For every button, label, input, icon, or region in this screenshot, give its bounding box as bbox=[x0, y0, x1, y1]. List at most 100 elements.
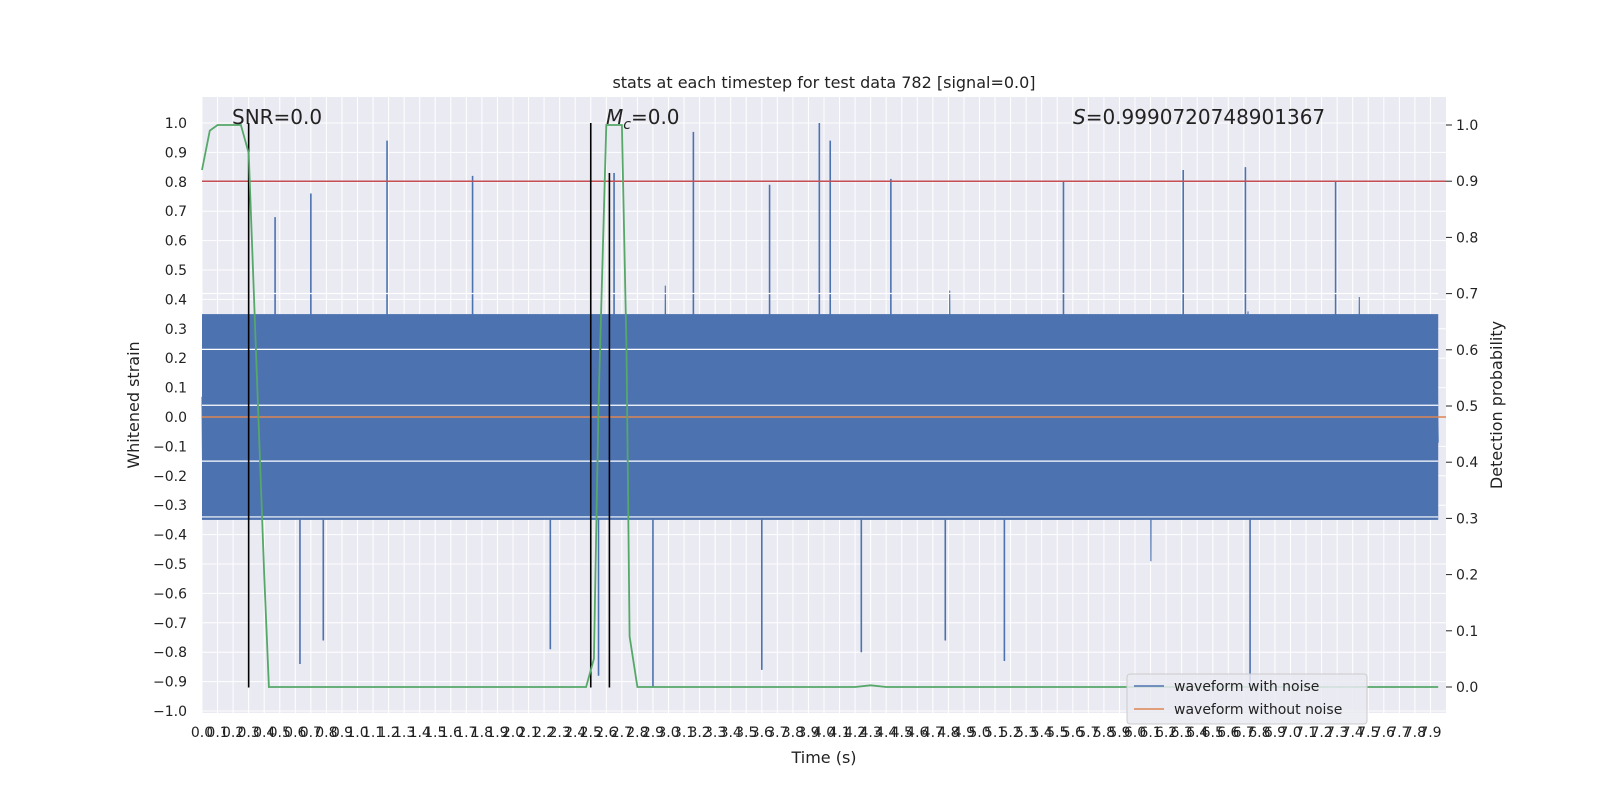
x-axis-label: Time (s) bbox=[790, 748, 856, 767]
legend-label-noise: waveform with noise bbox=[1174, 679, 1319, 695]
x-tick-label: 3.1 bbox=[673, 725, 695, 741]
x-tick-label: 7.0 bbox=[1279, 725, 1301, 741]
y-tick-label-left: −0.6 bbox=[153, 586, 187, 602]
x-tick-label: 7.3 bbox=[1326, 725, 1348, 741]
x-tick-label: 6.2 bbox=[1155, 725, 1177, 741]
x-tick-label: 1.5 bbox=[424, 725, 446, 741]
x-tick-label: 4.0 bbox=[813, 725, 835, 741]
x-tick-label: 1.0 bbox=[346, 725, 368, 741]
x-tick-label: 1.8 bbox=[471, 725, 493, 741]
x-tick-label: 1.7 bbox=[455, 725, 477, 741]
chirp-mass-value: =0.0 bbox=[631, 105, 680, 129]
y-tick-label-right: 0.3 bbox=[1456, 511, 1478, 527]
x-tick-label: 3.3 bbox=[704, 725, 726, 741]
legend-label-clean: waveform without noise bbox=[1174, 702, 1342, 718]
x-tick-label: 4.4 bbox=[875, 725, 897, 741]
y-tick-label-left: 0.1 bbox=[165, 381, 187, 397]
y-tick-label-left: −0.4 bbox=[153, 528, 187, 544]
y-tick-label-right: 1.0 bbox=[1456, 118, 1478, 134]
x-tick-label: 5.5 bbox=[1046, 725, 1068, 741]
x-tick-label: 6.9 bbox=[1264, 725, 1286, 741]
x-tick-label: 7.5 bbox=[1357, 725, 1379, 741]
x-tick-label: 6.0 bbox=[1124, 725, 1146, 741]
x-tick-label: 3.5 bbox=[735, 725, 757, 741]
x-tick-label: 3.2 bbox=[688, 725, 710, 741]
x-tick-label: 3.9 bbox=[797, 725, 819, 741]
y-tick-label-left: −0.5 bbox=[153, 557, 187, 573]
x-tick-label: 6.6 bbox=[1217, 725, 1239, 741]
x-tick-label: 2.4 bbox=[564, 725, 586, 741]
y-tick-label-left: 0.4 bbox=[165, 292, 187, 308]
y-tick-label-left: 0.6 bbox=[165, 234, 187, 250]
x-tick-label: 3.0 bbox=[657, 725, 679, 741]
x-tick-label: 5.6 bbox=[1062, 725, 1084, 741]
x-tick-label: 6.5 bbox=[1202, 725, 1224, 741]
x-tick-label: 5.1 bbox=[984, 725, 1006, 741]
x-tick-label: 7.7 bbox=[1388, 725, 1410, 741]
x-tick-label: 5.4 bbox=[1031, 725, 1053, 741]
x-tick-label: 2.0 bbox=[502, 725, 524, 741]
x-tick-label: 1.2 bbox=[377, 725, 399, 741]
y-tick-label-left: −1.0 bbox=[153, 704, 187, 720]
x-tick-label: 5.7 bbox=[1077, 725, 1099, 741]
x-tick-label: 0.3 bbox=[238, 725, 260, 741]
s-annotation: S=0.9990720748901367 bbox=[1073, 105, 1325, 129]
x-tick-label: 0.0 bbox=[191, 725, 213, 741]
y-tick-label-left: −0.9 bbox=[153, 675, 187, 691]
x-tick-label: 2.8 bbox=[626, 725, 648, 741]
y-tick-label-left: 0.3 bbox=[165, 322, 187, 338]
x-tick-label: 4.2 bbox=[844, 725, 866, 741]
x-tick-label: 1.3 bbox=[393, 725, 415, 741]
x-tick-label: 6.8 bbox=[1248, 725, 1270, 741]
x-tick-label: 1.1 bbox=[362, 725, 384, 741]
series-layer bbox=[201, 123, 1446, 688]
x-tick-label: 2.2 bbox=[533, 725, 555, 741]
y-tick-label-left: −0.3 bbox=[153, 498, 187, 514]
x-tick-label: 1.6 bbox=[440, 725, 462, 741]
x-tick-label: 7.4 bbox=[1342, 725, 1364, 741]
y-tick-label-left: 0.9 bbox=[165, 145, 187, 161]
y-tick-label-right: 0.5 bbox=[1456, 399, 1478, 415]
y-tick-label-left: 0.7 bbox=[165, 204, 187, 220]
y-tick-label-left: 1.0 bbox=[165, 116, 187, 132]
y-tick-label-right: 0.9 bbox=[1456, 174, 1478, 190]
x-tick-label: 1.4 bbox=[409, 725, 431, 741]
x-tick-label: 0.7 bbox=[300, 725, 322, 741]
x-tick-label: 4.7 bbox=[922, 725, 944, 741]
x-tick-label: 6.3 bbox=[1171, 725, 1193, 741]
x-tick-label: 3.6 bbox=[751, 725, 773, 741]
x-tick-label: 7.9 bbox=[1419, 725, 1441, 741]
x-tick-label: 0.8 bbox=[315, 725, 337, 741]
x-tick-label: 7.2 bbox=[1310, 725, 1332, 741]
x-tick-label: 0.2 bbox=[222, 725, 244, 741]
x-tick-label: 6.4 bbox=[1186, 725, 1208, 741]
y-tick-label-right: 0.1 bbox=[1456, 624, 1478, 640]
legend: waveform with noise waveform without noi… bbox=[1126, 673, 1368, 725]
y-tick-label-left: 0.8 bbox=[165, 175, 187, 191]
y-tick-label-left: 0.2 bbox=[165, 351, 187, 367]
y-tick-label-left: −0.2 bbox=[153, 469, 187, 485]
y-tick-label-left: −0.1 bbox=[153, 439, 187, 455]
x-tick-label: 4.3 bbox=[860, 725, 882, 741]
y-tick-label-right: 0.4 bbox=[1456, 455, 1478, 471]
x-tick-label: 0.4 bbox=[253, 725, 275, 741]
x-tick-label: 4.5 bbox=[891, 725, 913, 741]
y-tick-label-left: 0.5 bbox=[165, 263, 187, 279]
y-axis-left-ticks: −1.0 −0.9 −0.8 −0.7 −0.6 −0.5 −0.4 −0.3 −0.2 −0.1… bbox=[153, 116, 187, 720]
x-tick-label: 6.7 bbox=[1233, 725, 1255, 741]
x-tick-label: 5.8 bbox=[1093, 725, 1115, 741]
x-tick-label: 3.4 bbox=[720, 725, 742, 741]
s-symbol: S bbox=[1073, 105, 1086, 129]
x-tick-label: 7.6 bbox=[1373, 725, 1395, 741]
x-tick-label: 4.6 bbox=[906, 725, 928, 741]
y-axis-right-label: Detection probability bbox=[1487, 321, 1506, 489]
y-axis-left-label: Whitened strain bbox=[124, 341, 143, 468]
chirp-mass-symbol: M bbox=[606, 105, 623, 129]
x-tick-label: 5.9 bbox=[1108, 725, 1130, 741]
x-tick-label: 1.9 bbox=[486, 725, 508, 741]
y-tick-label-left: −0.7 bbox=[153, 616, 187, 632]
x-tick-label: 6.1 bbox=[1139, 725, 1161, 741]
x-tick-label: 2.1 bbox=[517, 725, 539, 741]
x-axis-ticks: 0.00.10.20.30.40.50.60.70.80.91.01.11.21… bbox=[191, 725, 1442, 741]
